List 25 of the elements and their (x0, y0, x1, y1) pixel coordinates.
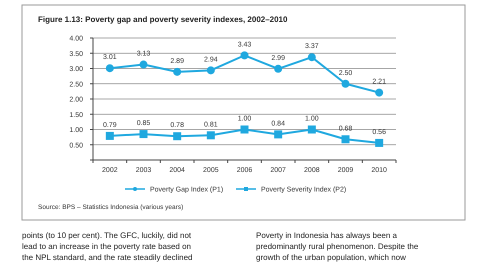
point (106, 64, 114, 72)
point (342, 80, 350, 88)
text: lead to an increase in the poverty rate based on (22, 242, 191, 251)
point (206, 131, 215, 140)
text: the NPL standard, and the rate steadily declined (22, 253, 192, 262)
text: Poverty in Indonesia has always been a (256, 231, 398, 240)
point (173, 132, 182, 140)
point (240, 51, 248, 60)
point (308, 126, 316, 134)
text: predominantly rural phenomenon. Despite the (256, 242, 419, 251)
point (274, 130, 282, 138)
point (140, 130, 148, 138)
point (240, 126, 248, 134)
point (140, 60, 148, 69)
point (274, 64, 282, 73)
point (106, 132, 114, 140)
point (375, 138, 384, 147)
point (375, 88, 384, 97)
chart-title: Figure 1.13: Poverty gap and poverty severity indexes, 2002–2010 (38, 15, 288, 24)
text: points (to 10 per cent). The GFC, luckily, did not (22, 231, 192, 240)
point (173, 68, 182, 76)
text: growth of the urban population, which now (256, 253, 406, 262)
point (342, 135, 350, 144)
point (206, 66, 215, 74)
point (308, 53, 316, 62)
